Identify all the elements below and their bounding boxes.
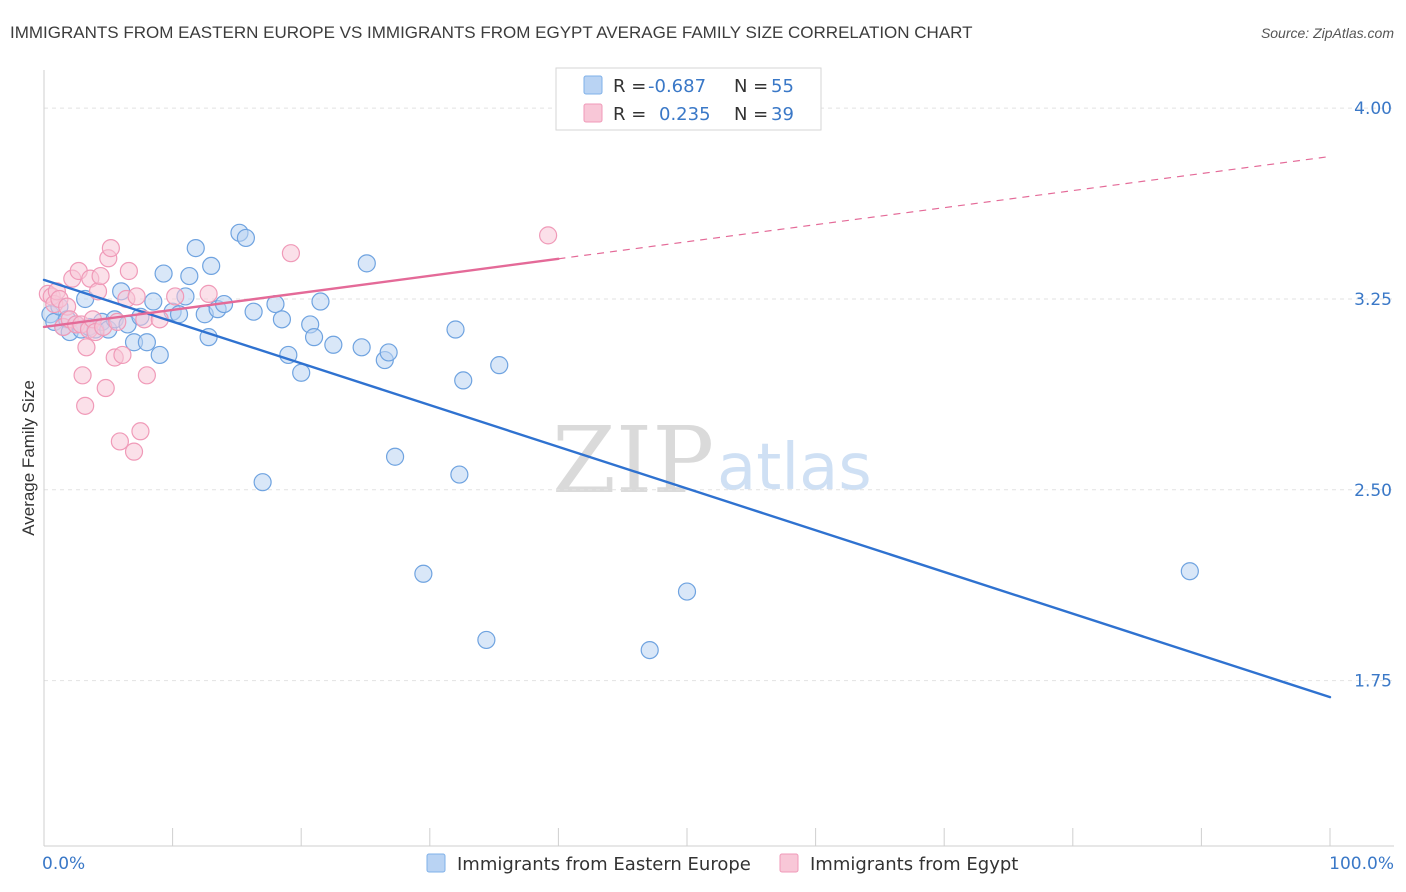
y-axis-label: Average Family Size [19,380,38,536]
point-s1-40 [539,226,558,245]
point-s1-33 [131,422,150,441]
legend-n-value-2: 39 [771,104,794,125]
y-tick-label-1: 3.25 [1354,290,1392,310]
point-s1-38 [199,284,218,303]
point-s0-20 [150,345,169,365]
chart-title: IMMIGRANTS FROM EASTERN EUROPE VS IMMIGR… [10,23,973,42]
point-s0-39 [292,363,311,382]
point-s0-55 [640,640,659,660]
x-tick-label-max: 100.0% [1329,854,1394,874]
point-s0-52 [454,371,473,390]
x-tick-label-min: 0.0% [42,854,85,874]
trend-extension-1 [558,155,1331,260]
point-s0-43 [324,335,343,354]
series-points-0 [41,223,1199,660]
watermark: ZIP atlas [552,407,872,514]
point-s1-32 [127,287,146,306]
trend-line-1 [42,257,560,329]
point-s0-50 [446,320,465,339]
watermark-atlas: atlas [717,431,872,505]
watermark-zip: ZIP [552,407,714,514]
series-legend-swatch-eastern-europe [426,853,446,873]
correlation-legend: R = -0.687 N = 55 R = 0.235 N = 39 [555,67,822,131]
point-s0-29 [202,256,221,276]
point-s0-35 [253,473,272,492]
point-s1-24 [101,238,120,258]
legend-r-label-2: R = [613,104,646,125]
point-s0-47 [379,343,398,362]
legend-n-label-2: N = [734,104,768,125]
point-s0-25 [180,266,199,286]
point-s1-22 [96,378,115,398]
point-s1-28 [113,345,132,365]
point-s0-21 [154,264,173,283]
point-s1-13 [76,396,95,415]
chart-source: Source: ZipAtlas.com [1261,25,1394,41]
point-s0-34 [244,302,263,321]
series-legend-label-eastern-europe: Immigrants from Eastern Europe [457,854,751,875]
point-s1-35 [137,366,156,385]
point-s0-53 [477,630,496,650]
point-s0-19 [144,292,163,311]
x-ticks [43,828,1331,846]
y-tick-label-3: 1.75 [1354,672,1392,692]
series-legend-label-egypt: Immigrants from Egypt [810,854,1018,875]
point-s0-44 [352,338,371,357]
legend-n-value-1: 55 [771,76,794,97]
point-s1-39 [281,244,301,263]
legend-r-label-1: R = [613,76,646,97]
point-s0-42 [311,292,330,311]
point-s1-27 [110,432,129,451]
y-tick-labels: 4.00 3.25 2.50 1.75 [1354,99,1392,691]
point-s0-51 [450,465,469,484]
series-points-1 [38,226,558,461]
point-s1-20 [91,266,110,286]
trend-line-0 [42,278,1332,699]
point-s1-31 [124,442,144,461]
y-tick-label-0: 4.00 [1354,99,1392,119]
point-s0-37 [272,310,292,329]
point-s0-48 [385,447,405,466]
axes [43,70,1394,847]
point-s0-57 [1180,562,1199,581]
trend-lines [42,155,1332,699]
legend-r-value-2: 0.235 [659,104,711,125]
legend-swatch-egypt [583,103,603,123]
point-s0-45 [357,254,376,273]
point-s0-33 [236,228,256,248]
y-tick-label-2: 2.50 [1354,481,1392,501]
point-s0-54 [490,356,509,375]
point-s0-38 [279,345,298,365]
point-s1-12 [73,366,92,385]
point-s0-49 [414,564,433,583]
data-points [38,223,1199,660]
legend-swatch-eastern-europe [583,75,603,95]
point-s0-56 [677,582,697,601]
legend-r-value-1: -0.687 [648,76,706,97]
point-s1-37 [166,287,185,306]
point-s1-14 [77,338,96,357]
series-legend-swatch-egypt [779,853,799,873]
point-s0-18 [137,333,156,352]
series-legend: Immigrants from Eastern Europe Immigrant… [426,853,1018,875]
gridlines [44,107,1394,682]
point-s1-30 [119,261,138,281]
legend-n-label-1: N = [734,76,768,97]
point-s0-26 [186,238,205,258]
point-s0-41 [304,328,324,347]
